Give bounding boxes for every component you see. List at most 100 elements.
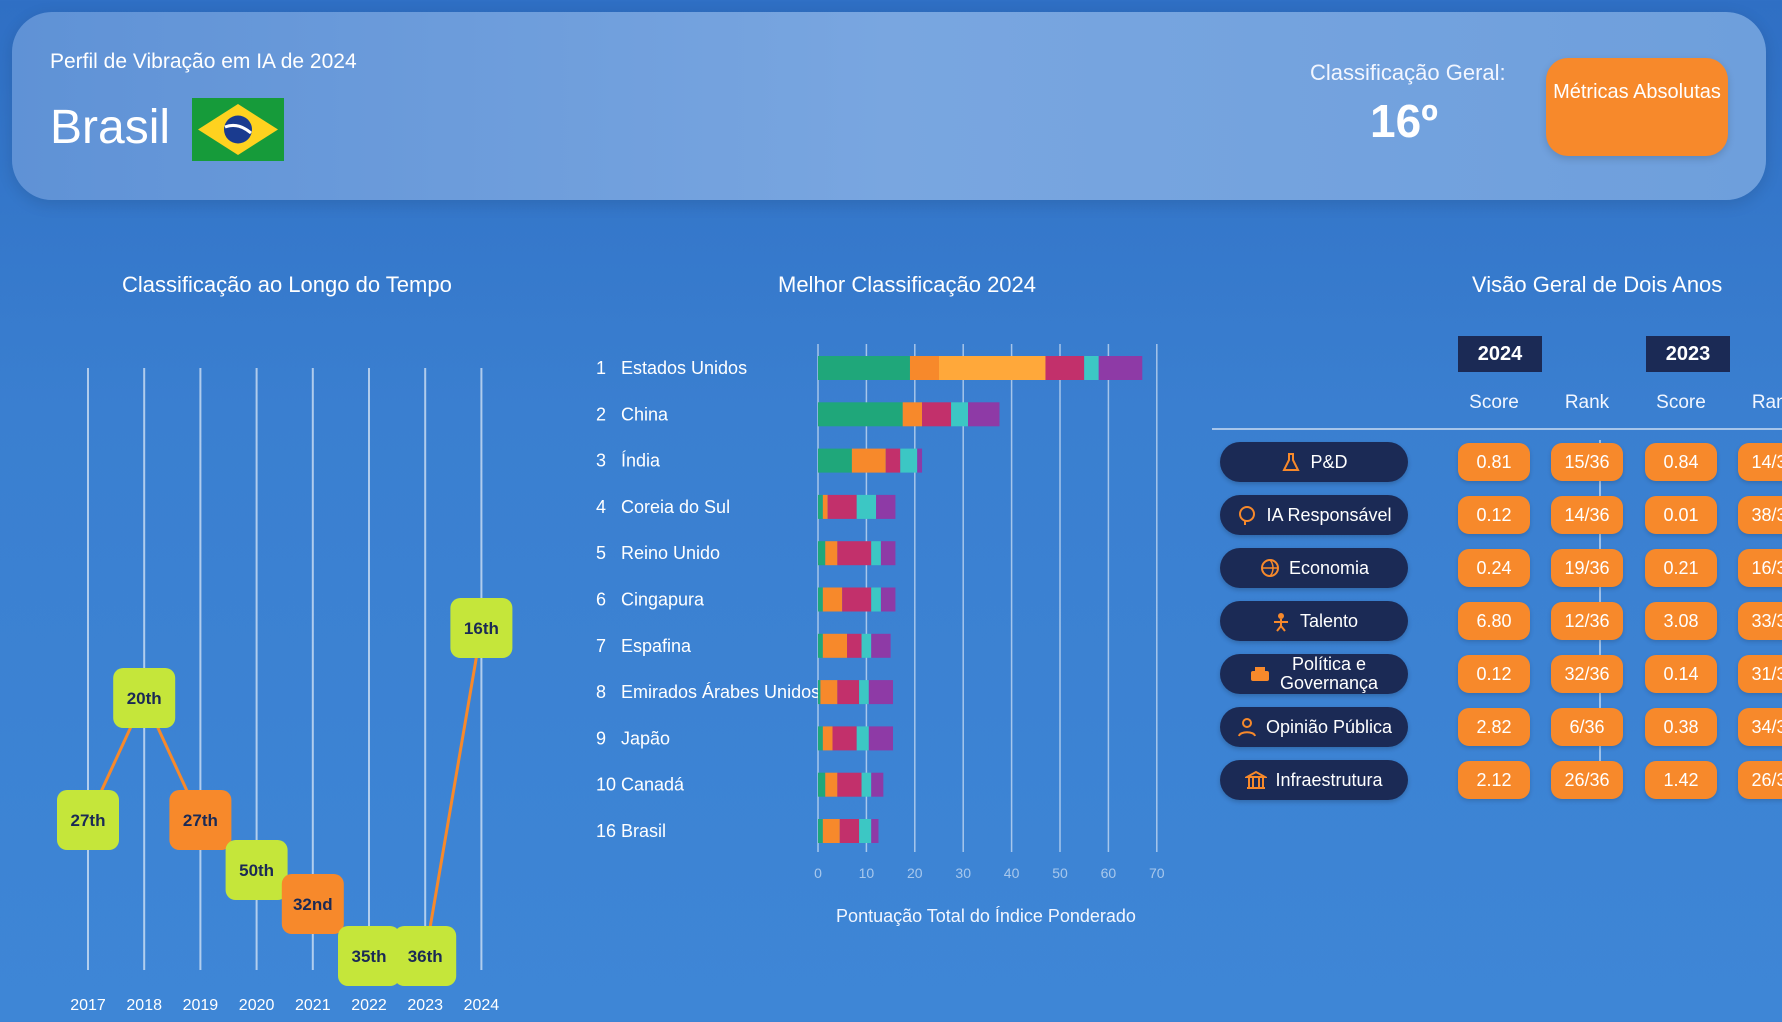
- ranking-bar-segment: [871, 587, 881, 612]
- timeline-rank-marker: 36th: [394, 926, 457, 986]
- score-cell: 0.84: [1645, 443, 1717, 481]
- category-pill[interactable]: Talento: [1220, 601, 1408, 641]
- category-pill[interactable]: Política e Governança: [1220, 654, 1408, 694]
- ranking-row: 16 Brasil: [596, 819, 879, 843]
- ranking-bar-segment: [1045, 356, 1085, 380]
- ranking-country-name: Reino Unido: [621, 543, 720, 563]
- col-header-rank-2023: Rank: [1751, 392, 1782, 413]
- globe-icon: [1260, 559, 1279, 577]
- ranking-position: 2: [596, 404, 606, 424]
- ranking-bar-segment: [871, 819, 879, 843]
- timeline-rank-box: [450, 598, 513, 658]
- ranking-tick-label: 30: [955, 865, 971, 881]
- ranking-tick-label: 60: [1101, 865, 1117, 881]
- ranking-bar-segment: [851, 448, 886, 473]
- ranking-title: Melhor Classificação 2024: [778, 272, 1037, 297]
- ranking-bar-segment: [917, 448, 923, 473]
- ranking-bar-segment: [922, 402, 952, 427]
- score-cell: 0.14: [1645, 655, 1717, 693]
- ranking-bar-segment: [951, 402, 969, 427]
- rank-cell: 14/36: [1551, 496, 1623, 534]
- ranking-tick-label: 0: [814, 865, 822, 881]
- overview-row: Talento 6.80 12/36 3.08 33/36: [1212, 601, 1782, 641]
- overview-row: Opinião Pública 2.82 6/36 0.38 34/36: [1212, 707, 1782, 747]
- ranking-bar-segment: [822, 587, 843, 612]
- timeline-rank-marker: 35th: [338, 926, 400, 986]
- score-cell: 0.38: [1645, 708, 1717, 746]
- ranking-bar-segment: [818, 680, 821, 705]
- category-pill[interactable]: P&D: [1220, 442, 1408, 482]
- absolute-metrics-button[interactable]: Métricas Absolutas: [1546, 58, 1728, 156]
- ranking-bar-segment: [856, 726, 869, 751]
- ranking-row: 6 Cingapura: [596, 587, 896, 612]
- timeline-rank-box: [225, 840, 288, 900]
- score-cell: 0.12: [1458, 655, 1530, 693]
- ranking-row: 9 Japão: [596, 726, 894, 751]
- timeline-rank-marker: 32nd: [281, 874, 344, 934]
- timeline-rank-marker: 20th: [113, 668, 176, 728]
- category-label: Economia: [1288, 557, 1370, 578]
- country-name: Brasil: [50, 101, 171, 154]
- overview-row: Política e Governança 0.12 32/36 0.14 31/36: [1212, 654, 1782, 694]
- ranking-position: 7: [596, 636, 606, 656]
- rank-cell: 38/36: [1738, 496, 1782, 534]
- category-label: Talento: [1299, 610, 1359, 631]
- category-pill[interactable]: Economia: [1220, 548, 1408, 588]
- ranking-tick-label: 10: [859, 865, 875, 881]
- ranking-country-name: Cingapura: [621, 590, 705, 610]
- ranking-position: 9: [596, 728, 606, 748]
- brain-icon: [1239, 506, 1256, 525]
- timeline-rank-marker: 50th: [225, 840, 288, 900]
- ranking-bar-segment: [822, 494, 828, 519]
- ranking-bar-segment: [839, 819, 860, 843]
- ranking-country-name: Emirados Árabes Unidos: [621, 682, 820, 702]
- ranking-tick-label: 70: [1149, 865, 1165, 881]
- ranking-bar-segment: [871, 772, 884, 797]
- ranking-bar-segment: [861, 633, 872, 658]
- ranking-bar-segment: [1084, 356, 1099, 380]
- ranking-bar-segment: [827, 494, 857, 519]
- category-pill[interactable]: IA Responsável: [1220, 495, 1408, 535]
- header-card: [12, 12, 1766, 200]
- overview-row: IA Responsável 0.12 14/36 0.01 38/36: [1212, 495, 1782, 535]
- col-header-score-2023: Score: [1656, 392, 1706, 413]
- ranking-country-name: Coreia do Sul: [621, 497, 730, 517]
- ranking-position: 4: [596, 497, 606, 517]
- rank-cell: 26/36: [1738, 761, 1782, 799]
- overview-title: Visão Geral de Dois Anos: [1472, 272, 1723, 297]
- score-cell: 1.42: [1645, 761, 1717, 799]
- timeline-chart: 2017 2018 2019 2020 2021 2022 2023 2024 27th 20th…: [57, 368, 513, 1014]
- brazil-flag-icon: [192, 98, 284, 161]
- ranking-country-name: Índia: [621, 451, 661, 471]
- category-pill[interactable]: Infraestrutura: [1220, 760, 1408, 800]
- timeline-rank-box: [57, 790, 119, 850]
- ranking-row: 2 China: [596, 402, 1000, 427]
- rank-cell: 15/36: [1551, 443, 1623, 481]
- ranking-row: 1 Estados Unidos: [596, 356, 1143, 380]
- overview-row: Infraestrutura 2.12 26/36 1.42 26/36: [1212, 760, 1782, 800]
- timeline-rank-marker: 16th: [450, 598, 513, 658]
- ranking-country-name: China: [621, 404, 669, 424]
- ranking-bar-segment: [909, 356, 939, 380]
- person-star-icon: [1273, 613, 1288, 632]
- ranking-bar-segment: [859, 680, 869, 705]
- ranking-bar-segment: [939, 356, 1046, 380]
- timeline-rank-box: [113, 668, 176, 728]
- overview-row: P&D 0.81 15/36 0.84 14/36: [1212, 442, 1782, 482]
- ranking-bar-segment: [1098, 356, 1143, 380]
- ranking-bar-segment: [818, 726, 823, 751]
- ranking-bar-segment: [876, 494, 896, 519]
- timeline-year-label: 2018: [126, 997, 162, 1014]
- timeline-rank-label: 50th: [239, 861, 274, 880]
- ranking-chart: 0 10 20 30 40 50 60 70 1 Estados Unidos 2 China 3 Índ…: [596, 344, 1165, 926]
- ranking-bar-segment: [902, 402, 923, 427]
- score-cell: 6.80: [1458, 602, 1530, 640]
- ranking-bar-segment: [885, 448, 901, 473]
- ranking-bar-segment: [900, 448, 918, 473]
- timeline-year-label: 2019: [183, 997, 219, 1014]
- rank-cell: 6/36: [1551, 708, 1623, 746]
- building-icon: [1245, 770, 1268, 789]
- col-header-rank-2024: Rank: [1564, 392, 1610, 413]
- ranking-position: 10: [596, 775, 616, 795]
- category-pill[interactable]: Opinião Pública: [1220, 707, 1408, 747]
